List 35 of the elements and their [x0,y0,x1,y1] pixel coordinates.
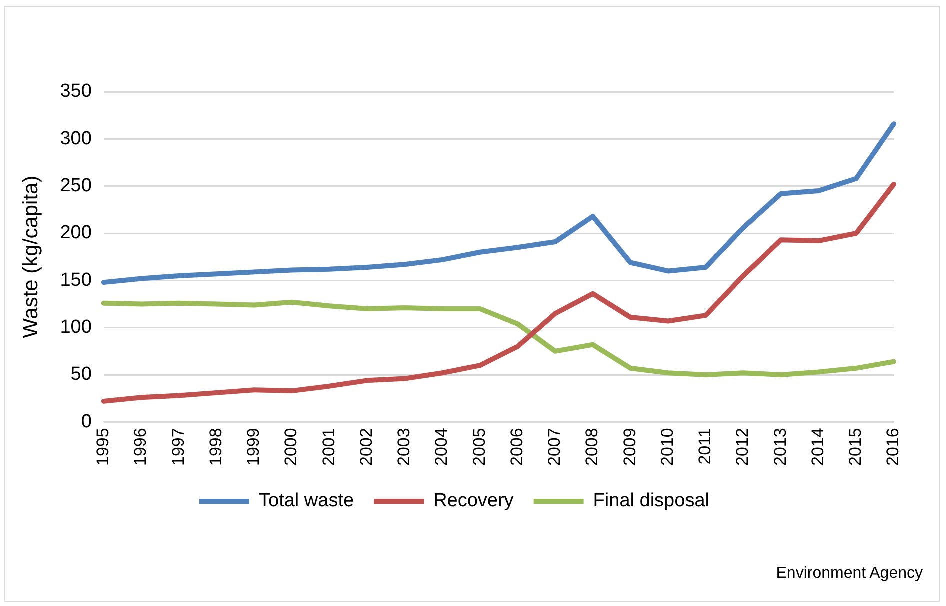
y-axis-title: Waste (kg/capita) [19,176,42,338]
x-tick-label: 2008 [582,428,602,466]
y-tick-label: 50 [70,364,92,386]
text: Environment Agency [776,565,923,583]
x-tick-label: 2006 [507,428,526,466]
x-tick-label: 2011 [696,428,715,465]
y-tick-label: 300 [60,128,92,150]
x-tick-label: 2001 [319,428,338,466]
x-tick-label: 1999 [244,428,264,466]
x-tick-label: 2015 [846,428,866,466]
x-tick-label: 1996 [131,428,150,466]
x-tick-label: 1997 [168,428,188,466]
x-tick-label: 2005 [470,428,489,466]
x-tick-label: 1995 [94,428,113,466]
y-tick-label: 250 [60,176,92,197]
x-tick-label: 2010 [658,428,677,466]
x-tick-label: 2012 [733,428,752,466]
x-tick-label: 2000 [282,428,301,466]
legend-label: Final disposal [593,490,710,512]
x-tick-label: 2016 [884,428,903,466]
x-tick-label: 2002 [356,428,376,466]
x-tick-label: 2009 [620,428,640,466]
x-tick-label: 2007 [545,428,564,466]
y-tick-label: 100 [60,317,92,338]
y-tick-label: 350 [60,81,92,102]
x-tick-label: 2004 [432,428,452,466]
legend-label: Total waste [259,490,354,512]
x-tick-label: 2003 [394,428,414,466]
y-tick-label: 150 [60,270,92,291]
y-tick-label: 200 [60,222,92,244]
x-tick-label: 2014 [808,428,828,466]
x-tick-label: 1998 [206,428,226,466]
legend-label: Recovery [434,490,514,512]
y-tick-label: 0 [81,411,92,432]
x-tick-label: 2013 [770,428,790,466]
